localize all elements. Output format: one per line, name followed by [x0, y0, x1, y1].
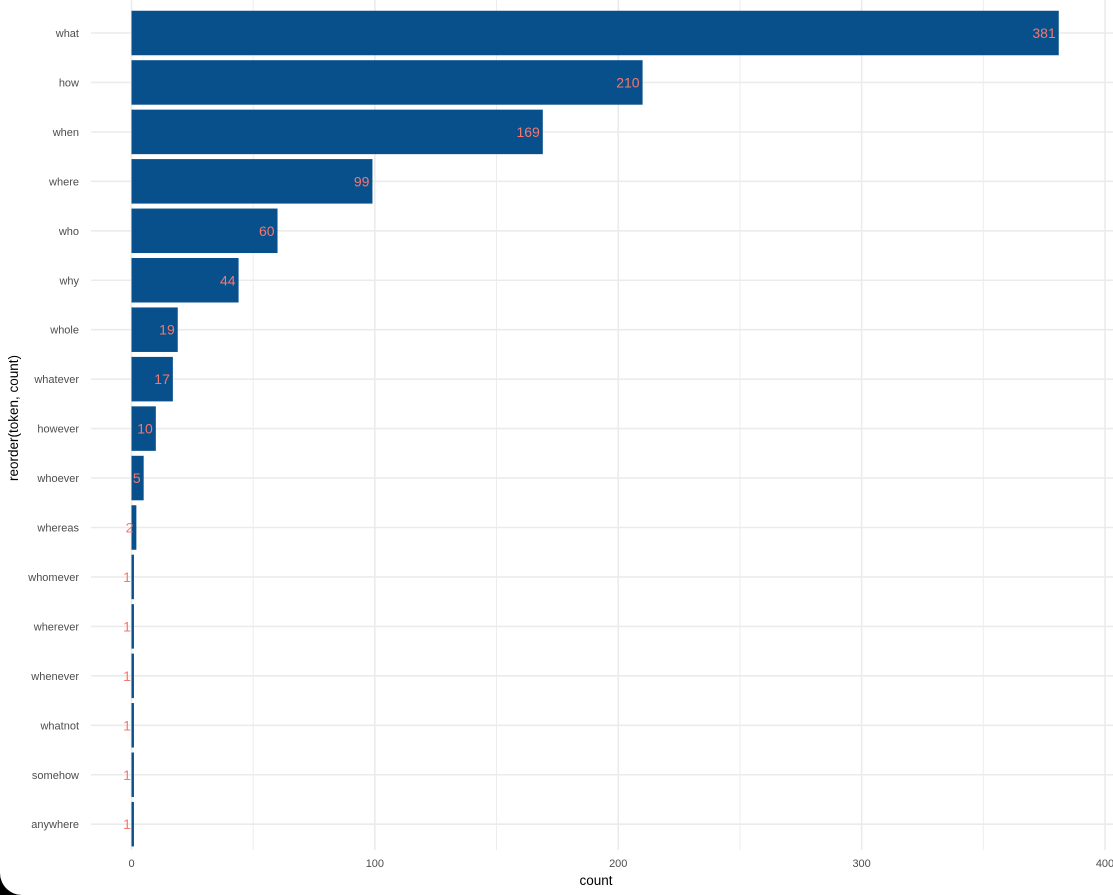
- bar-where: [131, 159, 373, 204]
- data-label-whole: 19: [159, 322, 175, 338]
- y-tick-label-why: why: [58, 275, 79, 287]
- data-label-however: 10: [137, 421, 153, 437]
- y-tick-label-wherever: wherever: [33, 621, 80, 633]
- data-label-anywhere: 1: [123, 816, 131, 832]
- y-tick-label-whatever: whatever: [33, 374, 79, 386]
- data-label-whoever: 5: [133, 470, 141, 486]
- data-label-whatever: 17: [154, 371, 170, 387]
- bar-why: [131, 258, 239, 303]
- data-label-whereas: 2: [126, 520, 134, 536]
- bar-whole: [131, 307, 178, 352]
- x-tick-label-100: 100: [366, 858, 384, 870]
- bar-whoever: [131, 455, 144, 501]
- data-label-how: 210: [616, 74, 640, 90]
- y-tick-label-whatnot: whatnot: [39, 720, 79, 732]
- x-tick-label-400: 400: [1096, 858, 1113, 870]
- data-label-whenever: 1: [123, 668, 131, 684]
- y-tick-label-whenever: whenever: [30, 671, 79, 683]
- bars-layer: [131, 10, 1059, 847]
- bar-who: [131, 208, 278, 254]
- y-tick-labels: what how when where who why whole whatever howev…: [27, 28, 79, 831]
- x-tick-label-300: 300: [852, 858, 870, 870]
- y-tick-label-whoever: whoever: [36, 473, 79, 485]
- y-tick-label-whereas: whereas: [36, 523, 79, 535]
- bar-whatnot: [131, 703, 134, 748]
- bar-whomever: [131, 554, 134, 600]
- data-label-what: 381: [1032, 25, 1056, 41]
- y-axis-title: reorder(token, count): [6, 355, 21, 481]
- y-tick-label-anywhere: anywhere: [31, 819, 79, 831]
- y-tick-label-where: where: [48, 176, 79, 188]
- data-label-whatnot: 1: [123, 717, 131, 733]
- y-tick-label-what: what: [55, 28, 79, 40]
- data-label-where: 99: [354, 173, 370, 189]
- bar-whereas: [131, 505, 137, 550]
- data-label-wherever: 1: [123, 618, 131, 634]
- bar-however: [131, 406, 156, 451]
- bar-whatever: [131, 356, 173, 402]
- y-tick-label-however: however: [37, 424, 79, 436]
- bar-whenever: [131, 653, 134, 699]
- data-label-somehow: 1: [123, 767, 131, 783]
- bar-somehow: [131, 752, 134, 797]
- bar-what: [131, 10, 1059, 56]
- data-label-whomever: 1: [123, 569, 131, 585]
- data-label-who: 60: [259, 223, 275, 239]
- data-labels-layer: 381 210 169 99 60 44 19 17 10 5 2 1 1 1 1 1 1: [123, 25, 1056, 832]
- y-tick-label-who: who: [58, 226, 79, 238]
- bar-anywhere: [131, 801, 134, 847]
- bar-wherever: [131, 604, 134, 649]
- bar-how: [131, 60, 643, 105]
- x-tick-label-0: 0: [128, 858, 134, 870]
- x-tick-labels: 0 100 200 300 400: [128, 858, 1113, 870]
- data-label-why: 44: [220, 272, 236, 288]
- y-tick-label-how: how: [59, 77, 79, 89]
- y-tick-label-whole: whole: [49, 325, 79, 337]
- y-tick-label-when: when: [52, 127, 79, 139]
- y-tick-label-whomever: whomever: [27, 572, 79, 584]
- x-axis-title: count: [579, 873, 612, 888]
- data-label-when: 169: [516, 124, 540, 140]
- x-tick-label-200: 200: [609, 858, 627, 870]
- bar-when: [131, 109, 543, 155]
- y-tick-label-somehow: somehow: [32, 770, 79, 782]
